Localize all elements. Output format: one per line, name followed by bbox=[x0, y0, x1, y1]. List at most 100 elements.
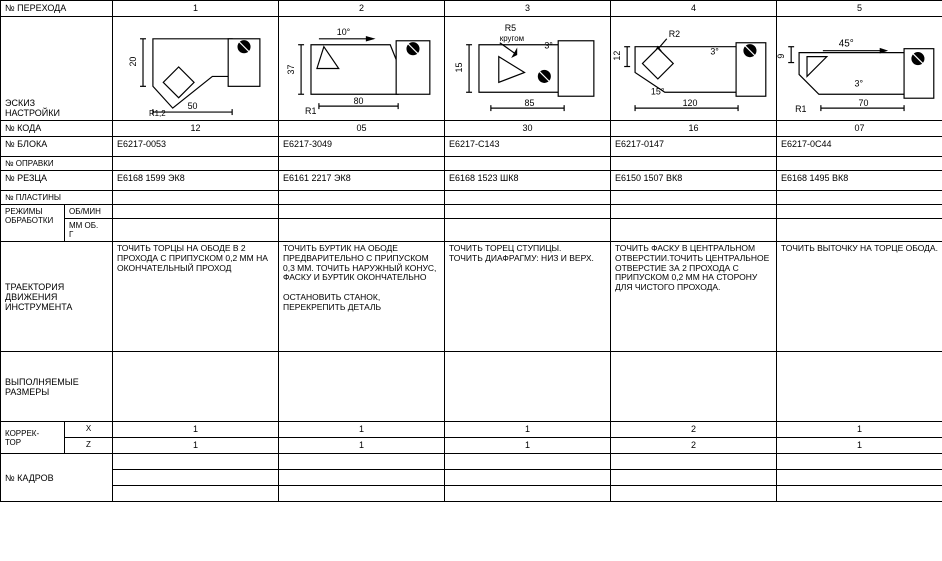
col3-blok: E6217-C143 bbox=[445, 137, 611, 157]
c3-k2 bbox=[445, 470, 611, 486]
c4-rezh2 bbox=[611, 219, 777, 242]
label-rezh-top: ОБ/МИН bbox=[65, 205, 113, 219]
c4-vyp bbox=[611, 352, 777, 422]
svg-text:15°: 15° bbox=[651, 86, 665, 96]
sketch-5: 45° 9 3° R1 70 bbox=[777, 17, 942, 121]
col3-kod: 30 bbox=[445, 121, 611, 137]
label-koda: № КОДА bbox=[1, 121, 113, 137]
label-rezhimy: РЕЖИМЫ ОБРАБОТКИ bbox=[1, 205, 65, 242]
c2-k2 bbox=[279, 470, 445, 486]
col5-blok: E6217-0C44 bbox=[777, 137, 942, 157]
svg-text:50: 50 bbox=[188, 101, 198, 111]
c1-kx: 1 bbox=[113, 422, 279, 438]
c4-k2 bbox=[611, 470, 777, 486]
svg-text:R5: R5 bbox=[505, 23, 516, 33]
col4-opr bbox=[611, 157, 777, 171]
svg-text:12: 12 bbox=[612, 51, 622, 61]
c3-rezh1 bbox=[445, 205, 611, 219]
col2-rez: E6161 2217 ЭК8 bbox=[279, 171, 445, 191]
c2-kz: 1 bbox=[279, 438, 445, 454]
col1-blok: E6217-0053 bbox=[113, 137, 279, 157]
col1-pl bbox=[113, 191, 279, 205]
col4-rez: E6150 1507 ВК8 bbox=[611, 171, 777, 191]
svg-text:80: 80 bbox=[354, 96, 364, 106]
c2-rezh2 bbox=[279, 219, 445, 242]
c5-rezh1 bbox=[777, 205, 942, 219]
c3-kz: 1 bbox=[445, 438, 611, 454]
svg-text:R2: R2 bbox=[669, 29, 680, 39]
col2-pl bbox=[279, 191, 445, 205]
c4-rezh1 bbox=[611, 205, 777, 219]
c5-kx: 1 bbox=[777, 422, 942, 438]
c2-kx: 1 bbox=[279, 422, 445, 438]
svg-text:85: 85 bbox=[525, 98, 535, 108]
col5-num: 5 bbox=[777, 1, 942, 17]
c2-vyp bbox=[279, 352, 445, 422]
svg-text:3°: 3° bbox=[710, 47, 719, 57]
label-bloka: № БЛОКА bbox=[1, 137, 113, 157]
c4-k3 bbox=[611, 486, 777, 502]
svg-text:10°: 10° bbox=[337, 27, 351, 37]
col4-num: 4 bbox=[611, 1, 777, 17]
col3-traj: ТОЧИТЬ ТОРЕЦ СТУПИЦЫ. ТОЧИТЬ ДИАФРАГМУ: … bbox=[445, 242, 611, 352]
col2-opr bbox=[279, 157, 445, 171]
label-kadrov: № КАДРОВ bbox=[1, 454, 113, 502]
svg-text:20: 20 bbox=[128, 57, 138, 67]
col1-traj: ТОЧИТЬ ТОРЦЫ НА ОБОДЕ В 2 ПРОХОДА С ПРИП… bbox=[113, 242, 279, 352]
c5-k1 bbox=[777, 454, 942, 470]
label-eskiz: ЭСКИЗ НАСТРОЙКИ bbox=[1, 17, 113, 121]
col1-opr bbox=[113, 157, 279, 171]
col4-traj: ТОЧИТЬ ФАСКУ В ЦЕНТРАЛЬНОМ ОТВЕРСТИИ.ТОЧ… bbox=[611, 242, 777, 352]
col2-blok: E6217-3049 bbox=[279, 137, 445, 157]
label-kor-z: Z bbox=[65, 438, 113, 454]
col1-kod: 12 bbox=[113, 121, 279, 137]
col2-traj: ТОЧИТЬ БУРТИК НА ОБОДЕ ПРЕДВАРИТЕЛЬНО С … bbox=[279, 242, 445, 352]
svg-text:120: 120 bbox=[683, 98, 698, 108]
col3-rez: E6168 1523 ШК8 bbox=[445, 171, 611, 191]
c1-k2 bbox=[113, 470, 279, 486]
col5-rez: E6168 1495 ВК8 bbox=[777, 171, 942, 191]
svg-text:кругом: кругом bbox=[500, 34, 524, 43]
label-traekt: ТРАЕКТОРИЯ ДВИЖЕНИЯ ИНСТРУМЕНТА bbox=[1, 242, 113, 352]
col1-num: 1 bbox=[113, 1, 279, 17]
sketch-2: 10° 37 R1 80 bbox=[279, 17, 445, 121]
label-kor-x: X bbox=[65, 422, 113, 438]
svg-text:R1,2: R1,2 bbox=[149, 109, 166, 118]
sketch-1: 20 50 R1,2 bbox=[113, 17, 279, 121]
c3-k1 bbox=[445, 454, 611, 470]
c2-rezh1 bbox=[279, 205, 445, 219]
col5-kod: 07 bbox=[777, 121, 942, 137]
svg-text:15: 15 bbox=[454, 63, 464, 73]
c1-kz: 1 bbox=[113, 438, 279, 454]
sketch-4: R2 3° 12 15° 120 bbox=[611, 17, 777, 121]
c5-kz: 1 bbox=[777, 438, 942, 454]
c1-rezh1 bbox=[113, 205, 279, 219]
label-rezh-bot: ММ ОБ. Г bbox=[65, 219, 113, 242]
label-korrek: КОРРЕК- ТОР bbox=[1, 422, 65, 454]
label-opravki: № ОПРАВКИ bbox=[1, 157, 113, 171]
label-perehoda: № ПЕРЕХОДА bbox=[1, 1, 113, 17]
svg-text:3°: 3° bbox=[544, 41, 553, 51]
c3-k3 bbox=[445, 486, 611, 502]
svg-text:R1: R1 bbox=[795, 104, 806, 114]
col5-pl bbox=[777, 191, 942, 205]
col5-traj: ТОЧИТЬ ВЫТОЧКУ НА ТОРЦЕ ОБОДА. bbox=[777, 242, 942, 352]
c1-k1 bbox=[113, 454, 279, 470]
col3-pl bbox=[445, 191, 611, 205]
c5-vyp bbox=[777, 352, 942, 422]
c2-k3 bbox=[279, 486, 445, 502]
c3-vyp bbox=[445, 352, 611, 422]
sketch-3: R5 кругом 3° 15 85 bbox=[445, 17, 611, 121]
svg-text:3°: 3° bbox=[855, 78, 864, 88]
c5-rezh2 bbox=[777, 219, 942, 242]
c5-k2 bbox=[777, 470, 942, 486]
c1-rezh2 bbox=[113, 219, 279, 242]
label-plastiny: № ПЛАСТИНЫ bbox=[1, 191, 113, 205]
svg-text:70: 70 bbox=[859, 98, 869, 108]
c3-rezh2 bbox=[445, 219, 611, 242]
label-vypol: ВЫПОЛНЯЕМЫЕ РАЗМЕРЫ bbox=[1, 352, 113, 422]
col3-num: 3 bbox=[445, 1, 611, 17]
col4-kod: 16 bbox=[611, 121, 777, 137]
c5-k3 bbox=[777, 486, 942, 502]
col4-blok: E6217-0147 bbox=[611, 137, 777, 157]
